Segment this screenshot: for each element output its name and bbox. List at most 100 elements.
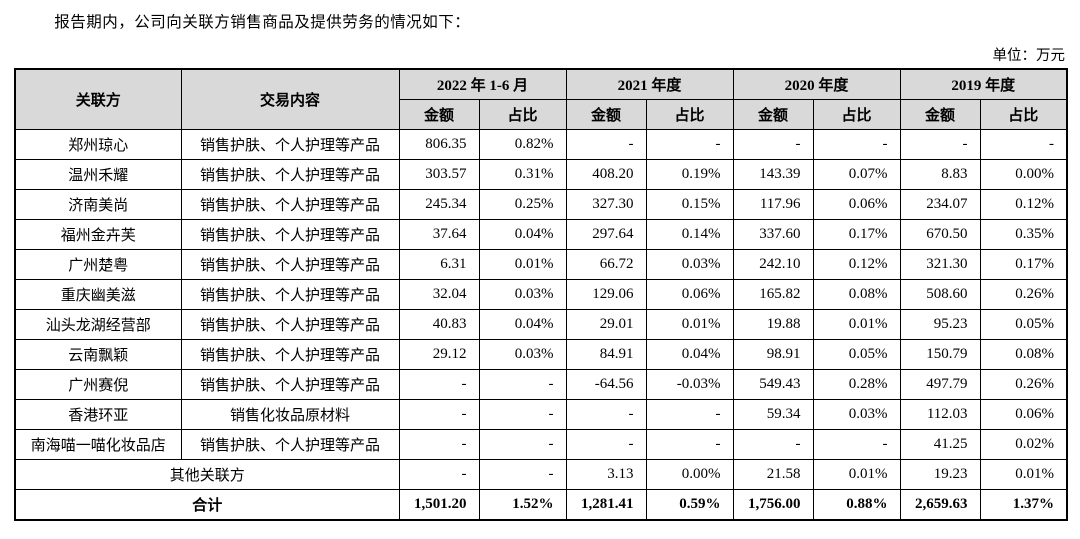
amount-cell: -	[398, 429, 480, 460]
content-cell: 销售护肤、个人护理等产品	[180, 369, 400, 400]
ratio-cell: 0.31%	[478, 159, 567, 190]
ratio-cell: 0.01%	[812, 309, 901, 340]
ratio-cell: 0.14%	[645, 219, 734, 250]
amount-cell: 337.60	[732, 219, 814, 250]
table-body: 郑州琼心 销售护肤、个人护理等产品 806.35 0.82% - - - - - - 温州禾耀 销售护…	[14, 129, 1068, 521]
header-period-2020: 2020 年度	[732, 68, 901, 100]
document-page: 报告期内，公司向关联方销售商品及提供劳务的情况如下： 单位：万元 关联方 交易内…	[14, 14, 1069, 521]
ratio-cell: 0.17%	[979, 249, 1068, 280]
ratio-cell: 0.88%	[812, 489, 901, 521]
content-cell: 销售化妆品原材料	[180, 399, 400, 430]
amount-cell: 321.30	[899, 249, 981, 280]
amount-cell: 66.72	[565, 249, 647, 280]
party-cell: 广州赛倪	[14, 369, 182, 400]
content-cell: 销售护肤、个人护理等产品	[180, 309, 400, 340]
ratio-cell: 0.35%	[979, 219, 1068, 250]
table-row: 福州金卉芙 销售护肤、个人护理等产品 37.64 0.04% 297.64 0.14% 33…	[14, 219, 1068, 250]
ratio-cell: 0.02%	[979, 429, 1068, 460]
header-row-metrics: 金额 占比 金额 占比 金额 占比 金额 占比	[15, 99, 1068, 130]
amount-cell: -	[732, 429, 814, 460]
amount-cell: 670.50	[899, 219, 981, 250]
amount-cell: 32.04	[398, 279, 480, 310]
content-cell: 销售护肤、个人护理等产品	[180, 429, 400, 460]
amount-cell: 8.83	[899, 159, 981, 190]
amount-cell: 117.96	[732, 189, 814, 220]
ratio-cell: -	[478, 429, 567, 460]
header-amount: 金额	[398, 99, 480, 130]
party-cell: 广州楚粤	[14, 249, 182, 280]
amount-cell: 242.10	[732, 249, 814, 280]
ratio-cell: 0.06%	[812, 189, 901, 220]
amount-cell: 2,659.63	[899, 489, 981, 521]
table-row: 南海喵一喵化妆品店 销售护肤、个人护理等产品 - - - - - -41.25 0.02%	[14, 429, 1068, 460]
ratio-cell: -	[645, 129, 734, 160]
table-row: 广州楚粤 销售护肤、个人护理等产品 6.31 0.01% 66.72 0.03% 242.1…	[14, 249, 1068, 280]
amount-cell: -	[899, 129, 981, 160]
ratio-cell: 0.17%	[812, 219, 901, 250]
ratio-cell: 0.59%	[645, 489, 734, 521]
ratio-cell: 0.01%	[478, 249, 567, 280]
amount-cell: 95.23	[899, 309, 981, 340]
amount-cell: 37.64	[398, 219, 480, 250]
table-header: 关联方 交易内容 2022 年 1-6 月 2021 年度 2020 年度 20…	[14, 68, 1068, 130]
amount-cell: 19.88	[732, 309, 814, 340]
amount-cell: 1,281.41	[565, 489, 647, 521]
amount-cell: 143.39	[732, 159, 814, 190]
ratio-cell: 0.12%	[979, 189, 1068, 220]
amount-cell: 303.57	[398, 159, 480, 190]
amount-cell: -	[732, 129, 814, 160]
ratio-cell: -	[478, 369, 567, 400]
table-row: 云南飘颖 销售护肤、个人护理等产品 29.12 0.03% 84.91 0.04% 98.9…	[14, 339, 1068, 370]
content-cell: 销售护肤、个人护理等产品	[180, 339, 400, 370]
amount-cell: 84.91	[565, 339, 647, 370]
header-amount: 金额	[565, 99, 647, 130]
amount-cell: 6.31	[398, 249, 480, 280]
party-cell: 重庆幽美滋	[14, 279, 182, 310]
ratio-cell: 0.04%	[478, 309, 567, 340]
header-ratio: 占比	[645, 99, 734, 130]
ratio-cell: 0.26%	[979, 279, 1068, 310]
header-row-periods: 关联方 交易内容 2022 年 1-6 月 2021 年度 2020 年度 20…	[14, 68, 1068, 130]
amount-cell: 165.82	[732, 279, 814, 310]
related-party-sales-table: 关联方 交易内容 2022 年 1-6 月 2021 年度 2020 年度 20…	[14, 68, 1069, 521]
amount-cell: 129.06	[565, 279, 647, 310]
content-cell: 销售护肤、个人护理等产品	[180, 129, 400, 160]
ratio-cell: 0.03%	[812, 399, 901, 430]
ratio-cell: -	[645, 399, 734, 430]
amount-cell: 40.83	[398, 309, 480, 340]
amount-cell: -	[398, 459, 480, 490]
ratio-cell: 0.01%	[645, 309, 734, 340]
content-cell: 销售护肤、个人护理等产品	[180, 279, 400, 310]
table-row: 重庆幽美滋 销售护肤、个人护理等产品 32.04 0.03% 129.06 0.06% 16…	[14, 279, 1068, 310]
header-related-party: 关联方	[14, 68, 182, 130]
intro-text: 报告期内，公司向关联方销售商品及提供劳务的情况如下：	[54, 14, 471, 31]
ratio-cell: -	[478, 399, 567, 430]
amount-cell: 21.58	[732, 459, 814, 490]
amount-cell: 3.13	[565, 459, 647, 490]
amount-cell: -	[565, 129, 647, 160]
ratio-cell: 0.00%	[645, 459, 734, 490]
ratio-cell: 0.05%	[979, 309, 1068, 340]
header-ratio: 占比	[979, 99, 1068, 130]
amount-cell: 29.01	[565, 309, 647, 340]
ratio-cell: 0.01%	[979, 459, 1068, 490]
amount-cell: -	[565, 429, 647, 460]
party-cell: 云南飘颖	[14, 339, 182, 370]
ratio-cell: 1.52%	[478, 489, 567, 521]
party-cell: 济南美尚	[14, 189, 182, 220]
ratio-cell: -	[979, 129, 1068, 160]
ratio-cell: 0.00%	[979, 159, 1068, 190]
content-cell: 销售护肤、个人护理等产品	[180, 219, 400, 250]
ratio-cell: 0.19%	[645, 159, 734, 190]
header-amount: 金额	[899, 99, 981, 130]
table-row: 郑州琼心 销售护肤、个人护理等产品 806.35 0.82% - - - - - -	[14, 129, 1068, 160]
ratio-cell: 0.12%	[812, 249, 901, 280]
header-period-2021: 2021 年度	[565, 68, 734, 100]
amount-cell: 150.79	[899, 339, 981, 370]
content-cell: 销售护肤、个人护理等产品	[180, 249, 400, 280]
amount-cell: 59.34	[732, 399, 814, 430]
unit-label: 单位：万元	[992, 48, 1066, 64]
header-period-2022: 2022 年 1-6 月	[398, 68, 567, 100]
ratio-cell: 0.08%	[979, 339, 1068, 370]
party-cell: 汕头龙湖经营部	[14, 309, 182, 340]
